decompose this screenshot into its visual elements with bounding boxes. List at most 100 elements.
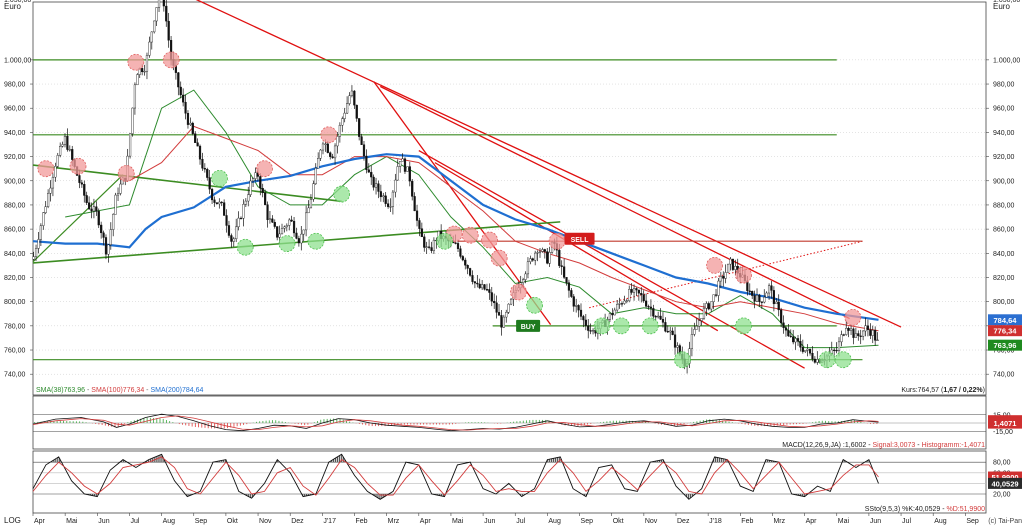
trade-signals[interactable]: BUY SELL: [516, 232, 595, 332]
candle-body: [107, 244, 110, 255]
candle-body: [372, 176, 375, 188]
candle-body: [379, 191, 382, 198]
swing-high-marker: [117, 165, 135, 182]
candle-body: [283, 226, 286, 229]
candle-body: [133, 84, 137, 109]
candle-body: [406, 166, 409, 172]
x-tick-label: Nov: [259, 518, 272, 525]
candle-body: [642, 294, 645, 302]
x-tick-label: Mai: [838, 518, 850, 525]
candle-body: [620, 303, 624, 305]
candle-body: [780, 309, 783, 324]
time-axis: Apr Mai Jun Jul Aug Sep Okt Nov Dez J'17 Feb Mrz Apr…: [32, 513, 979, 525]
candle-body: [268, 218, 272, 220]
ytick-label-right: 800,00: [993, 299, 1015, 306]
candle-body: [358, 118, 361, 137]
ytick-label-right: 860,00: [993, 227, 1015, 234]
candle-body: [348, 95, 351, 104]
candle-body: [871, 330, 874, 336]
candle-body: [136, 74, 139, 86]
swing-low-marker: [612, 317, 630, 335]
candle-body: [336, 136, 339, 147]
signal-sell[interactable]: SELL: [564, 232, 595, 245]
candle-body: [432, 239, 436, 251]
candle-body: [789, 335, 792, 337]
candle-body: [396, 166, 399, 181]
candle-body: [536, 252, 539, 254]
price-tag-bg: [988, 325, 1022, 337]
x-tick-label: Feb: [356, 518, 368, 525]
x-tick-label: Mai: [66, 518, 78, 525]
candle-body: [196, 142, 199, 147]
ytick-label-left: 1.050,00: [4, 0, 31, 4]
log-toggle[interactable]: LOG: [4, 516, 21, 525]
ytick-label-right: 940,00: [993, 130, 1015, 137]
candle-body: [654, 316, 657, 318]
candle-body: [71, 149, 74, 160]
candle-body: [563, 266, 566, 278]
swing-high-marker: [69, 157, 87, 175]
candle-body: [538, 251, 542, 253]
x-tick-label: Okt: [227, 518, 238, 525]
candle-body: [456, 243, 460, 249]
x-tick-label: Aug: [934, 518, 947, 525]
ytick-label-left: 740,00: [4, 372, 26, 379]
x-tick-label: Mrz: [773, 518, 785, 525]
candle-body: [488, 289, 491, 293]
candle-body: [119, 183, 122, 194]
series-sma200: [32, 153, 879, 321]
candle-body: [748, 290, 751, 292]
swing-high-marker: [37, 160, 55, 178]
swing-low-marker: [211, 169, 228, 187]
candle-body: [454, 242, 457, 244]
candle-body: [582, 316, 585, 321]
unit-label-right: Euro: [993, 2, 1010, 11]
swing-high-marker: [320, 126, 338, 144]
ytick-label-left: 760,00: [4, 348, 26, 355]
ytick-label-right: 960,00: [993, 106, 1015, 113]
candle-body: [866, 325, 870, 330]
candle-body: [191, 122, 194, 134]
ytick-label-right: 920,00: [993, 154, 1015, 161]
candle-body: [280, 228, 284, 235]
candle-body: [32, 256, 35, 260]
swing-high-marker: [510, 283, 527, 301]
price-candles: [32, 0, 879, 374]
candle-body: [391, 191, 395, 207]
candle-body: [198, 145, 202, 160]
candle-body: [698, 320, 701, 327]
series-sma100: [129, 125, 879, 332]
trend-line-4: [434, 162, 719, 332]
x-tick-label: Jul: [130, 518, 139, 525]
swing-low-marker: [593, 317, 611, 335]
candle-body: [411, 180, 414, 197]
candle-body: [273, 222, 276, 227]
price-tags: 784,64 776,34 763,96: [988, 314, 1022, 351]
candle-body: [150, 31, 153, 43]
candle-body: [218, 201, 221, 205]
candle-body: [312, 183, 315, 200]
candle-body: [567, 282, 571, 291]
x-tick-label: Sep: [581, 518, 594, 525]
signal-buy[interactable]: BUY: [516, 319, 541, 332]
candle-body: [787, 330, 790, 337]
ytick-label-left: 920,00: [4, 154, 26, 161]
signal-label: BUY: [521, 324, 536, 331]
candle-body: [490, 292, 493, 302]
candle-body: [792, 336, 795, 343]
x-tick-label: Okt: [613, 518, 624, 525]
candle-body: [666, 331, 669, 333]
candle-body: [661, 319, 665, 323]
ytick-label-left: 800,00: [4, 299, 26, 306]
macd-legend-signal: Signal:3,0073: [873, 442, 916, 449]
swing-high-marker: [735, 266, 752, 284]
candle-body: [51, 176, 55, 189]
candle-body: [473, 281, 477, 284]
candle-body: [751, 291, 754, 296]
candle-body: [584, 319, 587, 326]
candle-body: [854, 333, 857, 338]
legend-sma100-name: SMA(100): [91, 387, 123, 394]
candle-body: [88, 202, 91, 210]
ytick-label-left: 840,00: [4, 251, 26, 258]
